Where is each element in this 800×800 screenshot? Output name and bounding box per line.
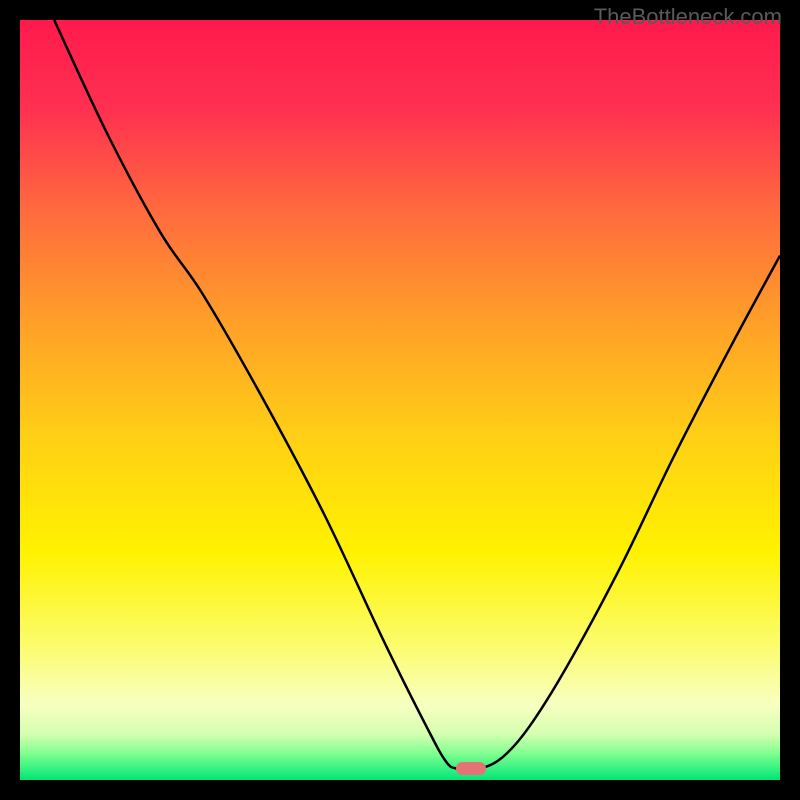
watermark-text: TheBottleneck.com <box>594 4 782 30</box>
chart-plot-area <box>20 20 780 780</box>
bottleneck-curve <box>20 20 780 780</box>
optimal-point-marker <box>456 762 486 775</box>
